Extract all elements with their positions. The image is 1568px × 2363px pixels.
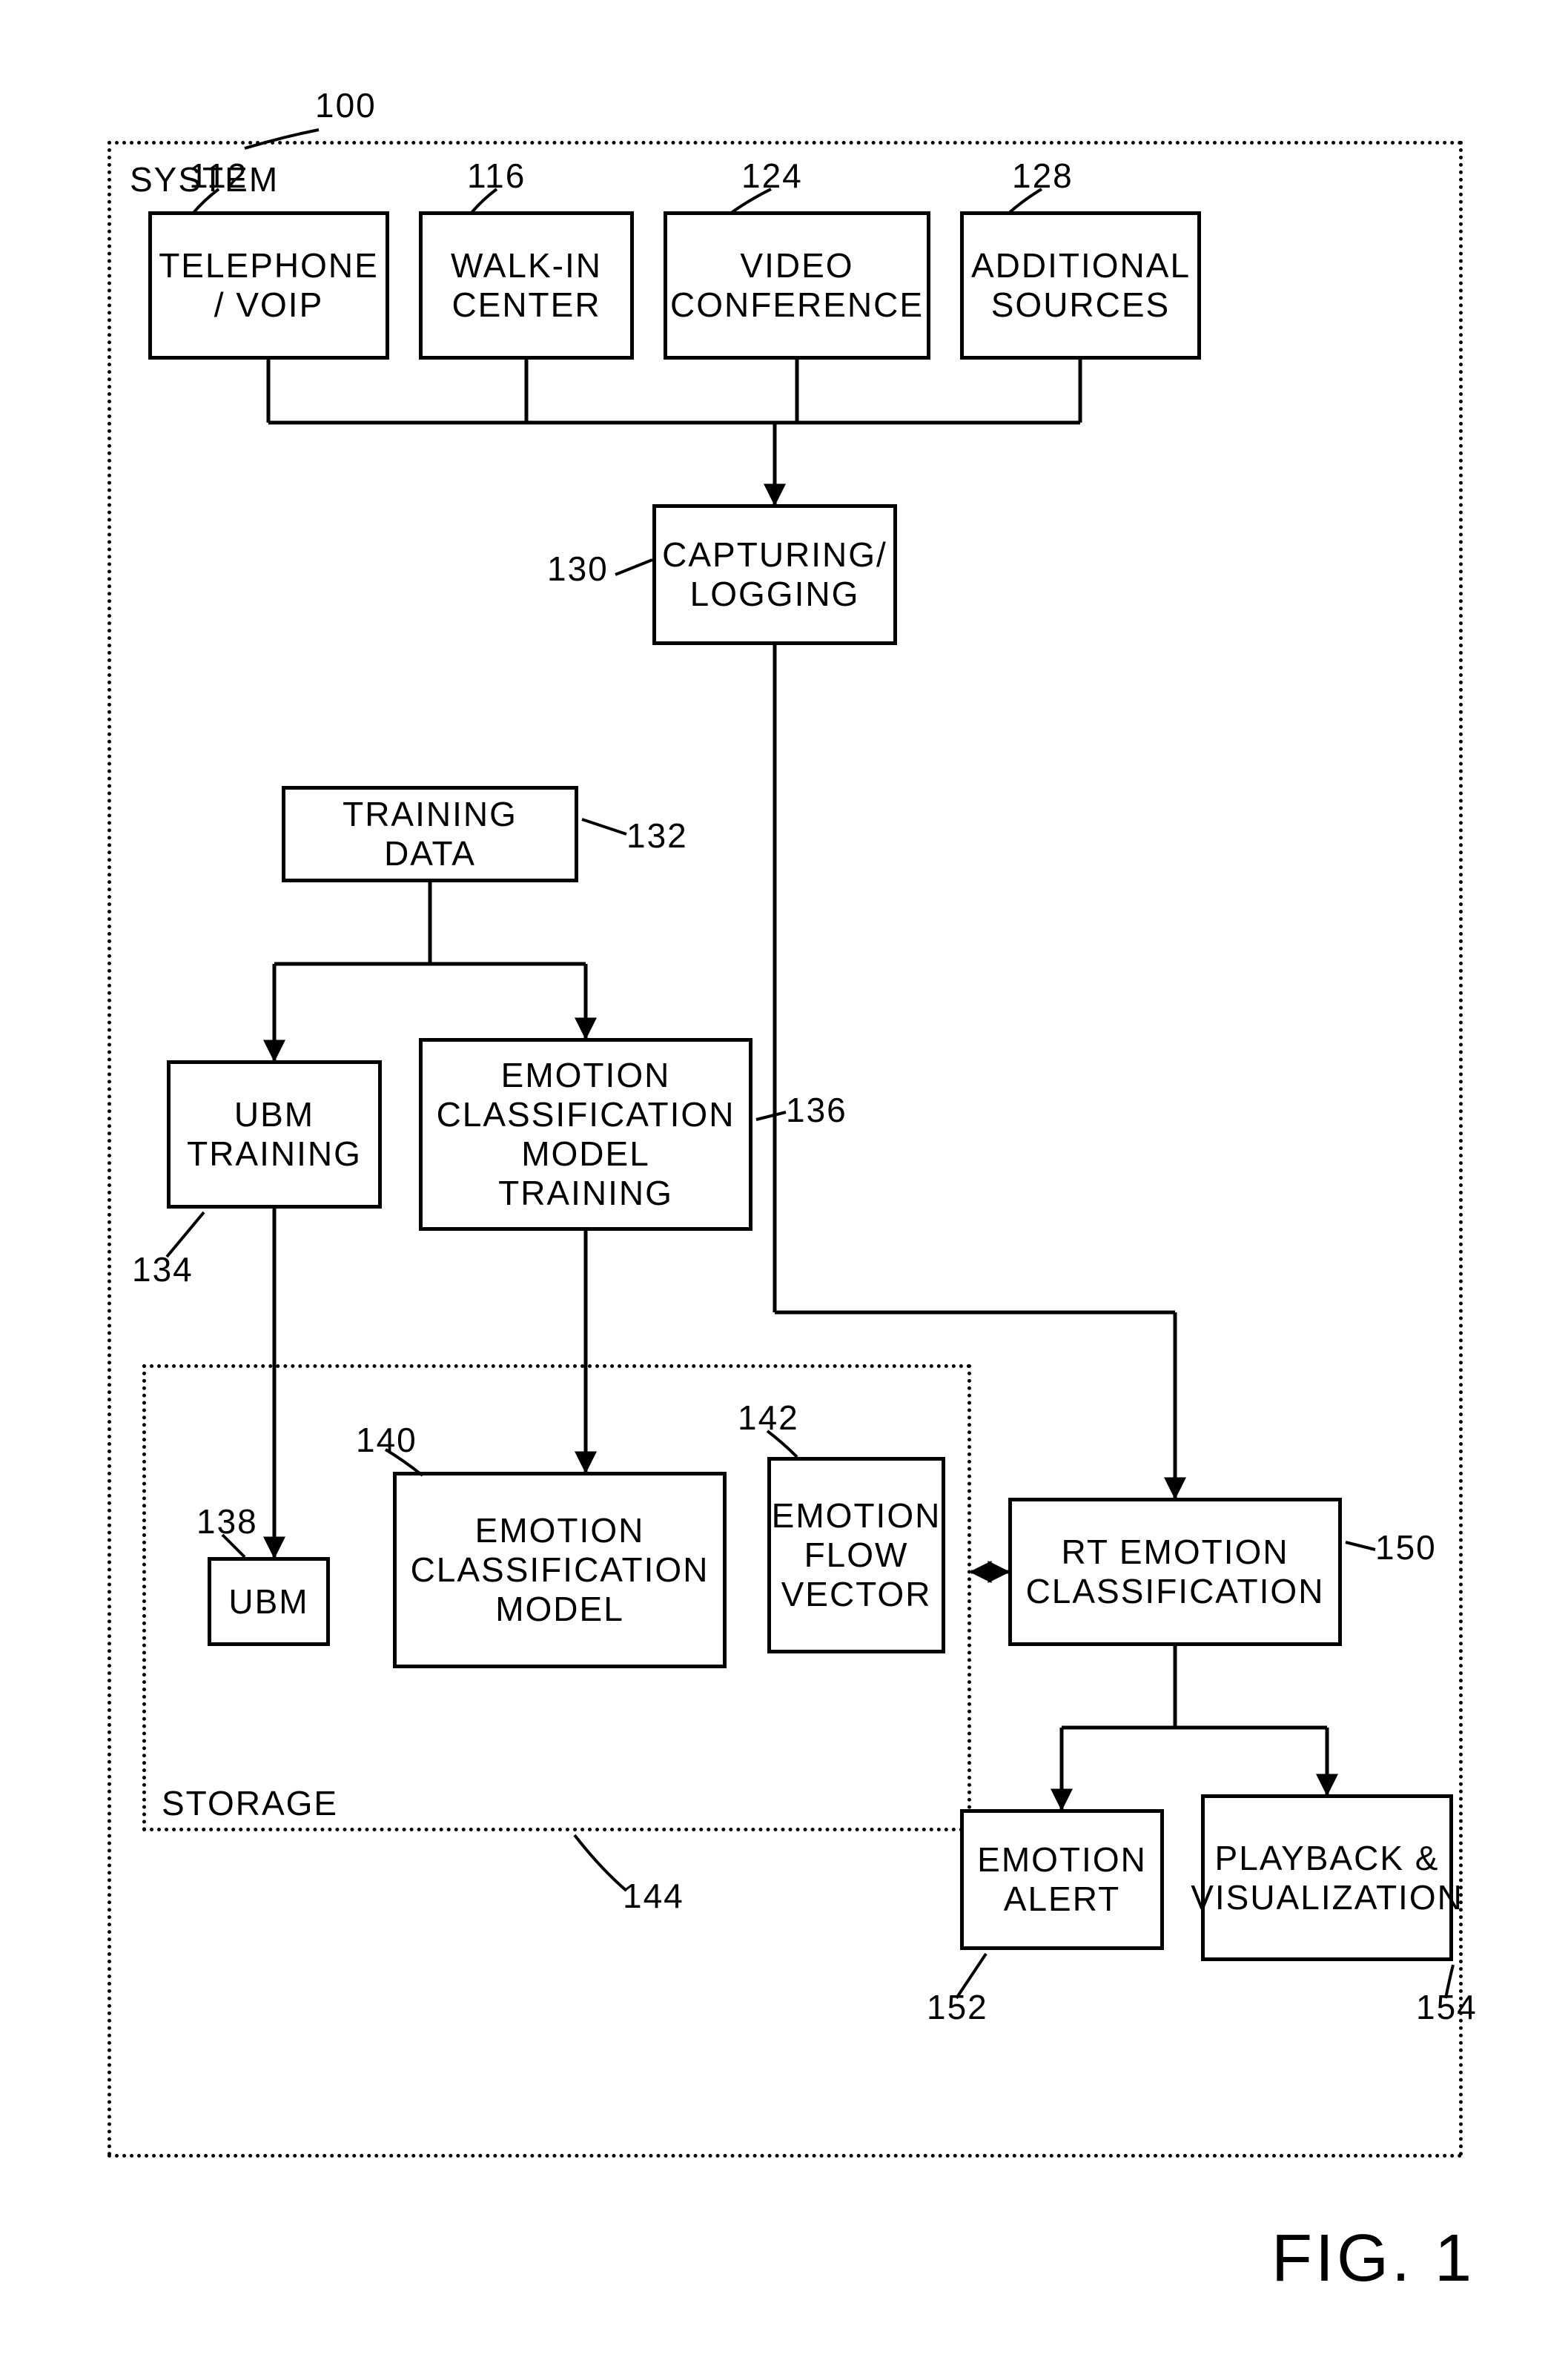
node-additional: ADDITIONAL SOURCES: [960, 211, 1201, 360]
node-emo-model-text: EMOTION CLASSIFICATION MODEL: [404, 1511, 715, 1629]
node-training: TRAINING DATA: [282, 786, 578, 882]
figure-label: FIG. 1: [1271, 2221, 1475, 2297]
ref-telephone: 112: [189, 156, 248, 196]
ref-rtemo: 150: [1375, 1527, 1437, 1567]
node-video: VIDEO CONFERENCE: [664, 211, 930, 360]
node-playback: PLAYBACK & VISUALIZATION: [1201, 1794, 1453, 1961]
node-emo-model: EMOTION CLASSIFICATION MODEL: [393, 1472, 727, 1668]
node-telephone: TELEPHONE / VOIP: [148, 211, 389, 360]
ref-additional: 128: [1012, 156, 1074, 196]
diagram-canvas: SYSTEM TELEPHONE / VOIP WALK-IN CENTER V…: [0, 0, 1568, 2363]
ref-emo-training: 136: [786, 1090, 847, 1130]
node-ubm-training-text: UBM TRAINING: [178, 1095, 371, 1174]
node-playback-text: PLAYBACK & VISUALIZATION: [1191, 1839, 1463, 1917]
ref-video: 124: [741, 156, 803, 196]
ref-system: 100: [315, 85, 377, 125]
node-capturing: CAPTURING/ LOGGING: [652, 504, 897, 645]
node-alert-text: EMOTION ALERT: [971, 1840, 1153, 1919]
node-emo-vector-text: EMOTION FLOW VECTOR: [772, 1496, 942, 1614]
ref-emo-vector: 142: [738, 1398, 799, 1438]
node-emo-vector: EMOTION FLOW VECTOR: [767, 1457, 945, 1653]
node-video-text: VIDEO CONFERENCE: [670, 246, 924, 325]
node-ubm-text: UBM: [228, 1582, 308, 1622]
node-ubm: UBM: [208, 1557, 330, 1646]
node-alert: EMOTION ALERT: [960, 1809, 1164, 1950]
node-emo-training-text: EMOTION CLASSIFICATION MODEL TRAINING: [430, 1056, 741, 1213]
node-ubm-training: UBM TRAINING: [167, 1060, 382, 1209]
ref-emo-model: 140: [356, 1420, 417, 1460]
node-emo-training: EMOTION CLASSIFICATION MODEL TRAINING: [419, 1038, 752, 1231]
node-walkin-text: WALK-IN CENTER: [430, 246, 623, 325]
node-capturing-text: CAPTURING/ LOGGING: [662, 535, 887, 614]
ref-walkin: 116: [467, 156, 526, 196]
ref-storage: 144: [623, 1876, 684, 1916]
node-rt-emo: RT EMOTION CLASSIFICATION: [1008, 1498, 1342, 1646]
ref-ubm: 138: [196, 1501, 258, 1541]
node-telephone-text: TELEPHONE / VOIP: [159, 246, 379, 325]
ref-ubm-training: 134: [132, 1249, 193, 1289]
ref-training: 132: [626, 816, 688, 856]
node-rt-emo-text: RT EMOTION CLASSIFICATION: [1019, 1533, 1331, 1611]
ref-capturing: 130: [547, 549, 609, 589]
ref-alert: 152: [927, 1987, 988, 2027]
node-additional-text: ADDITIONAL SOURCES: [971, 246, 1190, 325]
node-training-text: TRAINING DATA: [293, 795, 567, 873]
node-walkin: WALK-IN CENTER: [419, 211, 634, 360]
storage-label: STORAGE: [162, 1783, 338, 1823]
ref-playback: 154: [1416, 1987, 1478, 2027]
